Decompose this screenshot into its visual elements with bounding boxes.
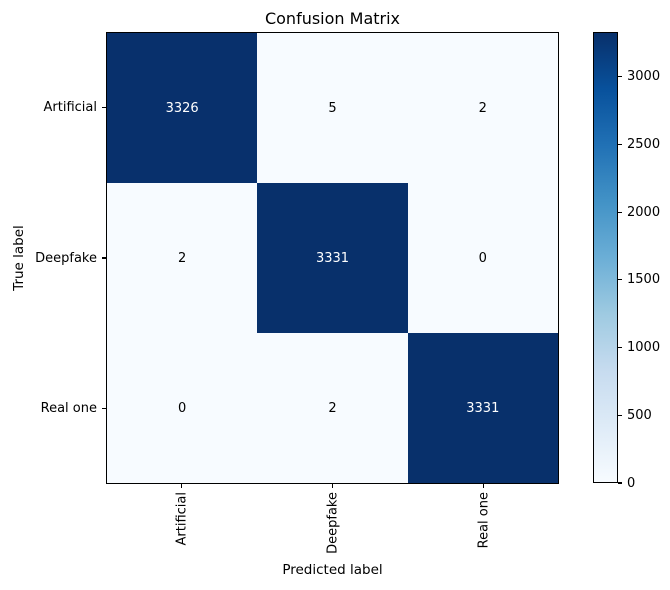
x-tick-label: Artificial [174, 492, 189, 546]
y-tick-label: Deepfake [35, 250, 97, 266]
colorbar-tick-mark [618, 347, 622, 349]
colorbar-tick-label: 1000 [627, 340, 661, 356]
x-tick-label: Deepfake [325, 492, 340, 554]
colorbar-tick-label: 3000 [627, 69, 661, 85]
y-axis-label: True label [11, 225, 27, 291]
heatmap-grid: 3326 5 2 2 3331 0 0 2 3331 [106, 32, 559, 484]
colorbar-tick-mark [618, 211, 622, 213]
colorbar-tick-mark [618, 143, 622, 146]
y-tick-label: Real one [40, 401, 97, 417]
colorbar-tick-label: 1500 [627, 272, 661, 288]
colorbar-tick-mark [618, 76, 622, 78]
colorbar-tick-label: 2000 [627, 204, 661, 220]
colorbar [593, 32, 618, 483]
colorbar-tick-label: 0 [627, 475, 636, 491]
y-tick-mark [102, 408, 106, 410]
heatmap-cell: 2 [407, 33, 558, 183]
heatmap-cell: 5 [257, 33, 408, 183]
y-tick-mark [102, 106, 106, 108]
x-tick-label: Real one [476, 492, 491, 549]
x-tick-mark [180, 484, 183, 488]
y-tick-label: Artificial [43, 99, 97, 115]
heatmap-cell: 0 [107, 333, 258, 483]
heatmap-cell: 3331 [407, 333, 558, 483]
heatmap-cell: 0 [407, 183, 558, 333]
colorbar-tick-mark [618, 482, 622, 484]
x-axis-label: Predicted label [282, 562, 383, 578]
colorbar-tick-label: 2500 [627, 137, 661, 152]
chart-title: Confusion Matrix [264, 9, 401, 28]
x-tick-mark [482, 484, 485, 488]
heatmap-cell: 2 [107, 183, 258, 333]
heatmap-cell: 2 [257, 333, 408, 483]
heatmap-cell: 3326 [107, 33, 258, 183]
x-tick-mark [331, 484, 334, 488]
y-tick-mark [102, 257, 106, 259]
colorbar-tick-label: 500 [627, 407, 652, 423]
colorbar-tick-mark [618, 279, 622, 281]
colorbar-tick-mark [618, 414, 622, 416]
heatmap-cell: 3331 [257, 183, 408, 333]
